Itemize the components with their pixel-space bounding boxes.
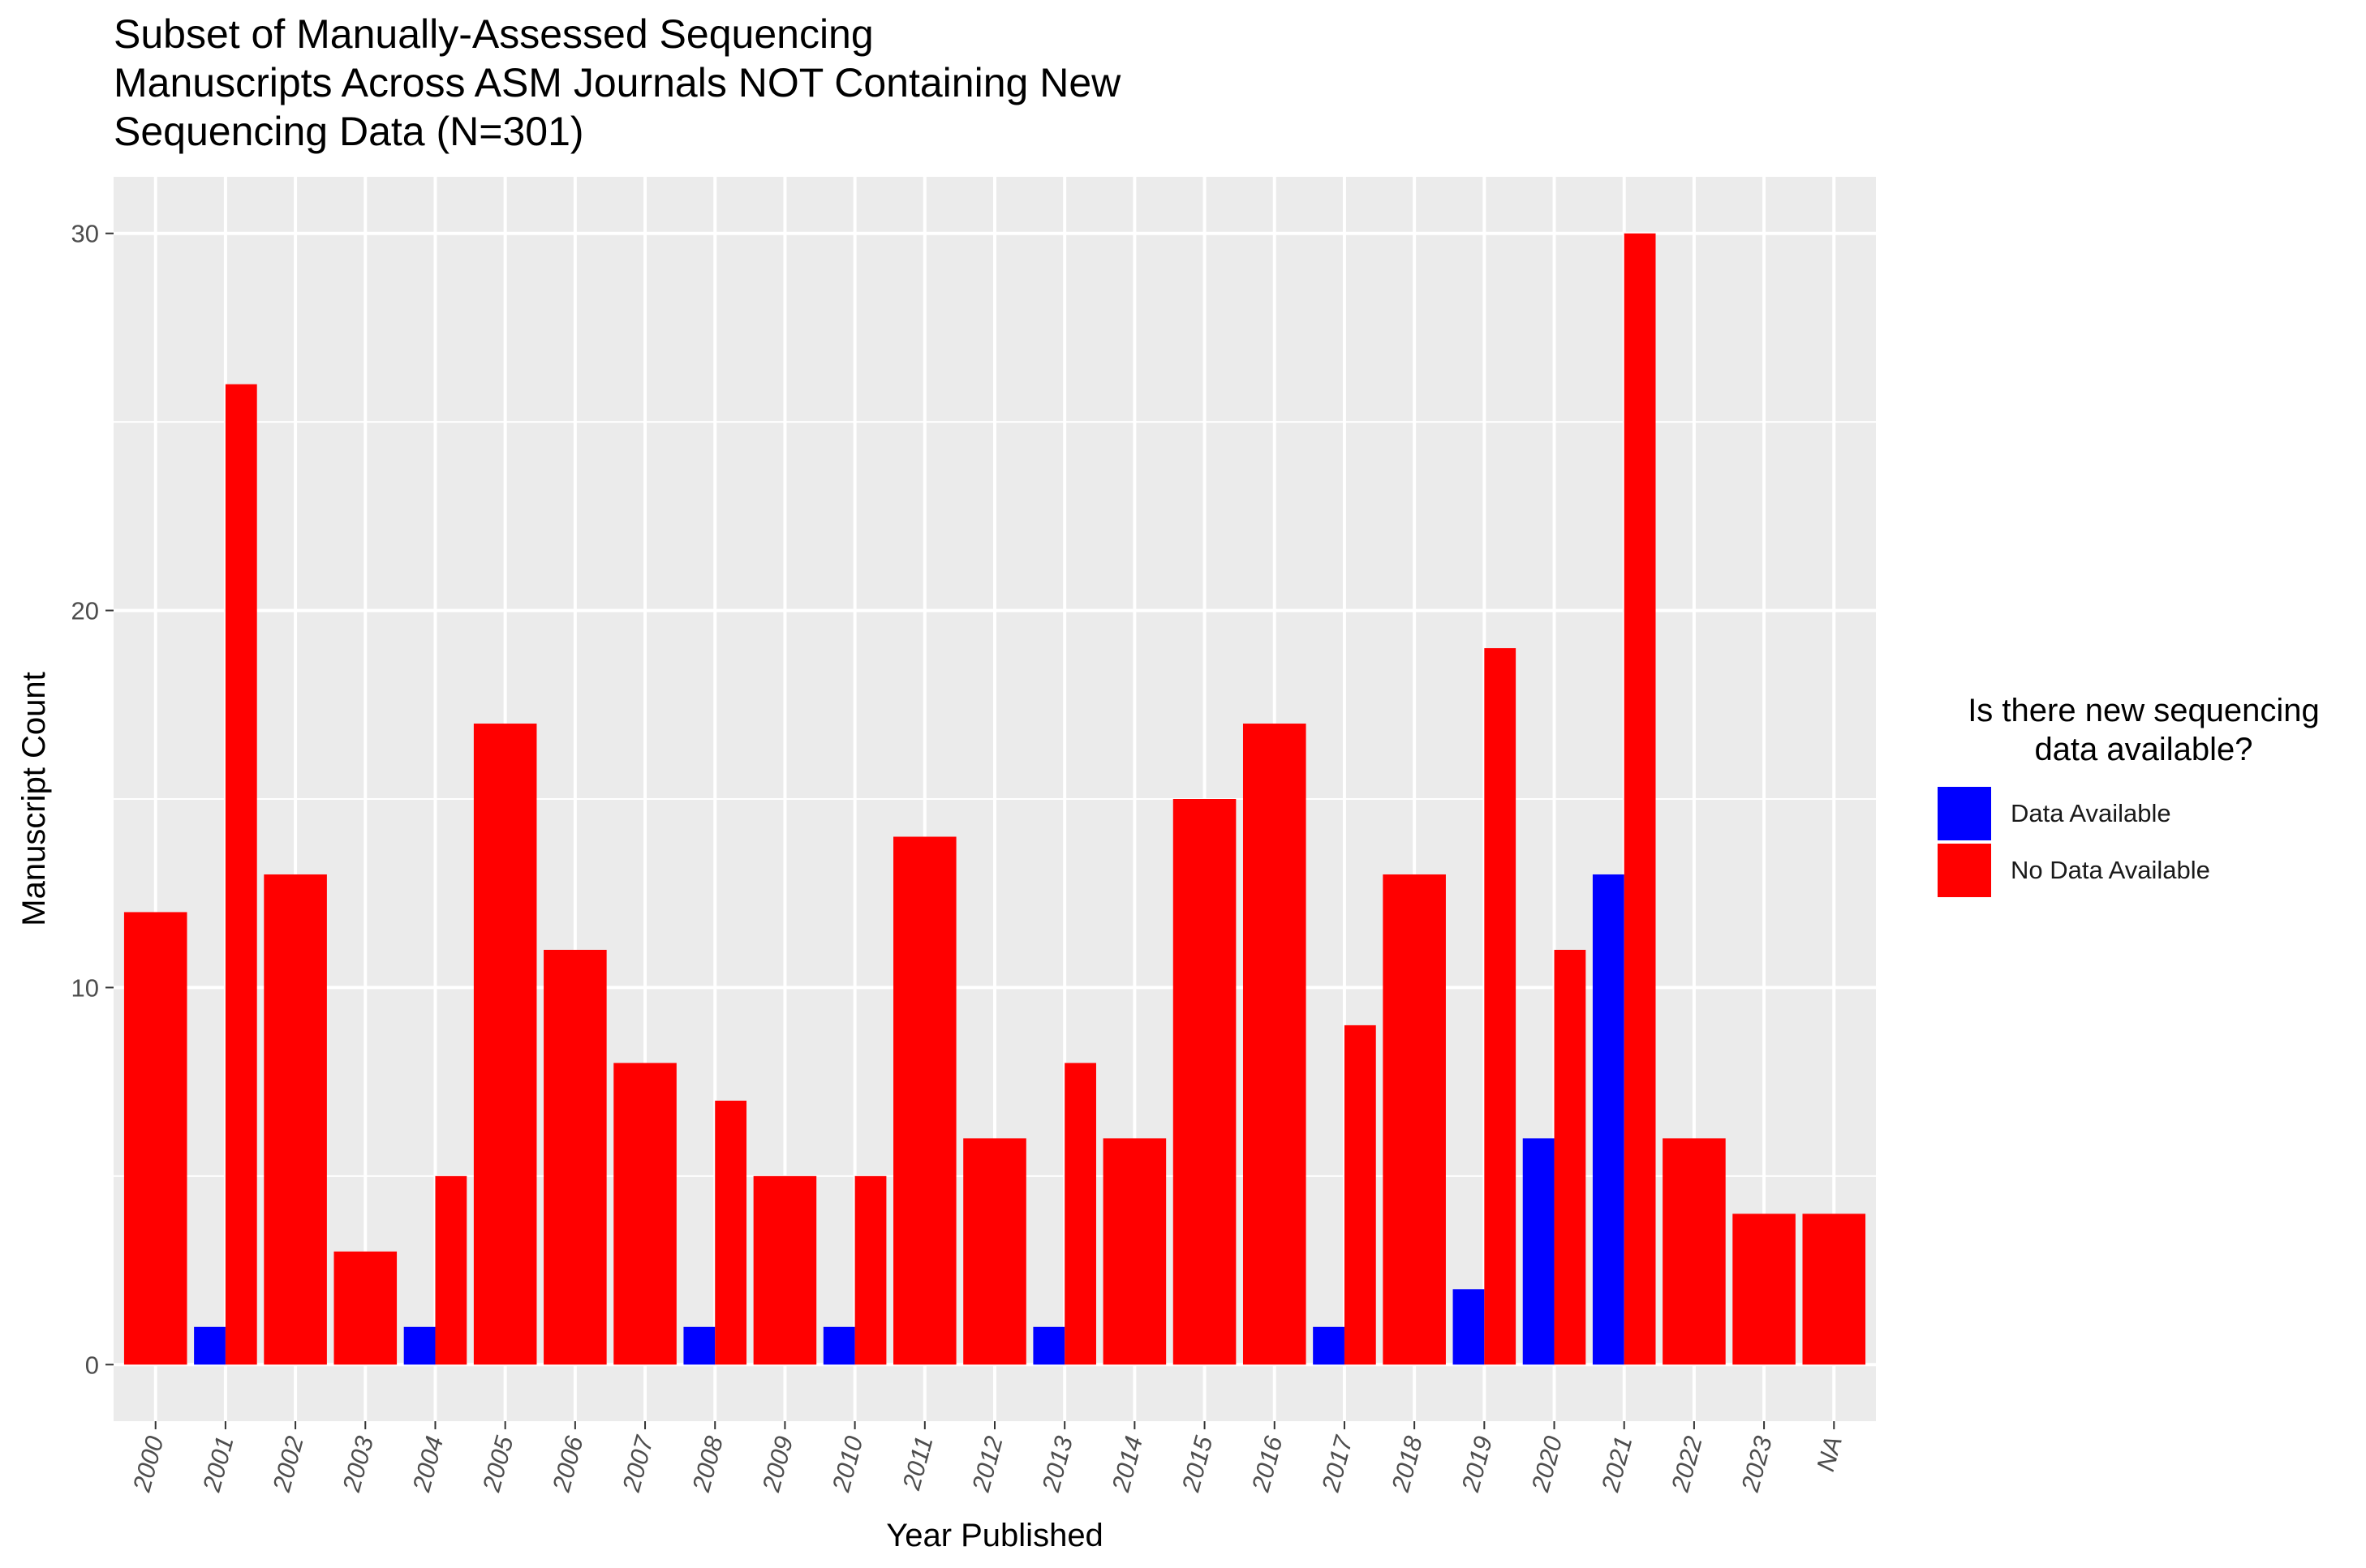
legend-swatch <box>1938 787 1991 840</box>
y-tick-label: 20 <box>71 597 99 625</box>
x-tick-label: 2011 <box>897 1433 938 1493</box>
x-tick-label: 2014 <box>1106 1433 1148 1496</box>
x-tick-label: 2010 <box>826 1433 868 1496</box>
legend: Is there new sequencing data available? … <box>1925 691 2363 900</box>
y-tick-label: 0 <box>85 1351 99 1379</box>
legend-title: Is there new sequencing data available? <box>1968 693 2320 767</box>
x-tick-label: 2000 <box>127 1433 170 1496</box>
bar-data-available-2021 <box>1592 874 1624 1365</box>
bar-no-data-available-2009 <box>753 1175 817 1365</box>
bar-no-data-available-2005 <box>473 724 537 1365</box>
x-tick-label: 2004 <box>407 1433 449 1496</box>
bar-no-data-available-2007 <box>613 1063 677 1365</box>
chart-title: Subset of Manually-Assessed Sequencing M… <box>114 11 1121 154</box>
x-tick-label: 2003 <box>337 1433 379 1496</box>
y-tick-label: 30 <box>71 220 99 248</box>
bar-no-data-available-2019 <box>1484 648 1516 1365</box>
x-tick-label: 2018 <box>1386 1433 1428 1495</box>
x-tick-label: 2009 <box>756 1433 798 1496</box>
x-tick-label: 2016 <box>1246 1433 1288 1495</box>
bar-no-data-available-2016 <box>1242 724 1306 1365</box>
bar-no-data-available-2013 <box>1065 1063 1096 1365</box>
bar-no-data-available-2012 <box>963 1138 1026 1365</box>
bar-no-data-available-2003 <box>333 1251 398 1365</box>
bar-no-data-available-2015 <box>1172 799 1237 1365</box>
bar-data-available-2013 <box>1033 1326 1065 1365</box>
bar-no-data-available-2008 <box>715 1100 747 1365</box>
bar-no-data-available-2022 <box>1663 1138 1726 1365</box>
legend-item-data-available: Data Available <box>1938 787 2363 844</box>
legend-item-no-data-available: No Data Available <box>1938 844 2363 900</box>
bar-no-data-available-2014 <box>1103 1138 1167 1365</box>
bar-data-available-2010 <box>823 1326 855 1365</box>
legend-items: Data Available No Data Available <box>1925 787 2363 900</box>
x-tick-label: 2001 <box>197 1433 239 1496</box>
x-axis: 2000 2001 2002 2003 2004 2005 2006 2007 2008 2009… <box>127 1421 1848 1495</box>
bar-no-data-available-2023 <box>1732 1214 1796 1365</box>
bar-no-data-available-2001 <box>225 384 257 1365</box>
bar-no-data-available-2011 <box>893 836 957 1365</box>
x-tick-label: 2012 <box>966 1433 1009 1496</box>
bar-data-available-2020 <box>1522 1138 1555 1365</box>
x-tick-label: 2002 <box>267 1433 309 1496</box>
x-tick-label: 2007 <box>617 1432 659 1495</box>
x-tick-label: 2021 <box>1596 1433 1638 1496</box>
x-tick-label: 2015 <box>1176 1433 1218 1495</box>
bar-no-data-available-2020 <box>1554 949 1586 1365</box>
y-axis-label: Manuscript Count <box>16 672 52 926</box>
y-tick-label: 10 <box>71 973 99 1002</box>
legend-swatch <box>1938 844 1991 897</box>
bar-no-data-available-2010 <box>854 1175 887 1365</box>
bar-data-available-2001 <box>194 1326 226 1365</box>
bar-data-available-2008 <box>683 1326 716 1365</box>
x-tick-label: 2020 <box>1525 1433 1568 1496</box>
x-tick-label: 2022 <box>1666 1433 1708 1496</box>
legend-label: No Data Available <box>2011 856 2210 884</box>
bar-no-data-available-2021 <box>1624 233 1656 1365</box>
bar-no-data-available-NA <box>1802 1214 1866 1365</box>
x-axis-label: Year Published <box>886 1518 1103 1553</box>
x-tick-label: 2023 <box>1736 1433 1778 1496</box>
bars <box>123 233 1866 1365</box>
bar-data-available-2019 <box>1452 1289 1485 1365</box>
legend-label: Data Available <box>2011 799 2171 827</box>
bar-no-data-available-2018 <box>1383 874 1446 1365</box>
x-tick-label: 2006 <box>547 1433 589 1495</box>
x-tick-label: 2005 <box>477 1433 519 1495</box>
x-tick-label: NA <box>1811 1433 1848 1475</box>
y-axis: 0 10 20 30 <box>71 220 114 1379</box>
bar-data-available-2017 <box>1313 1326 1344 1365</box>
x-tick-label: 2008 <box>686 1433 729 1495</box>
bar-no-data-available-2006 <box>544 949 607 1365</box>
bar-data-available-2004 <box>403 1326 436 1365</box>
bar-no-data-available-2002 <box>264 874 327 1365</box>
x-tick-label: 2017 <box>1316 1432 1358 1495</box>
x-tick-label: 2013 <box>1036 1433 1078 1496</box>
x-tick-label: 2019 <box>1456 1433 1498 1496</box>
bar-no-data-available-2017 <box>1344 1025 1376 1365</box>
bar-no-data-available-2000 <box>123 912 187 1365</box>
bar-no-data-available-2004 <box>435 1175 467 1365</box>
